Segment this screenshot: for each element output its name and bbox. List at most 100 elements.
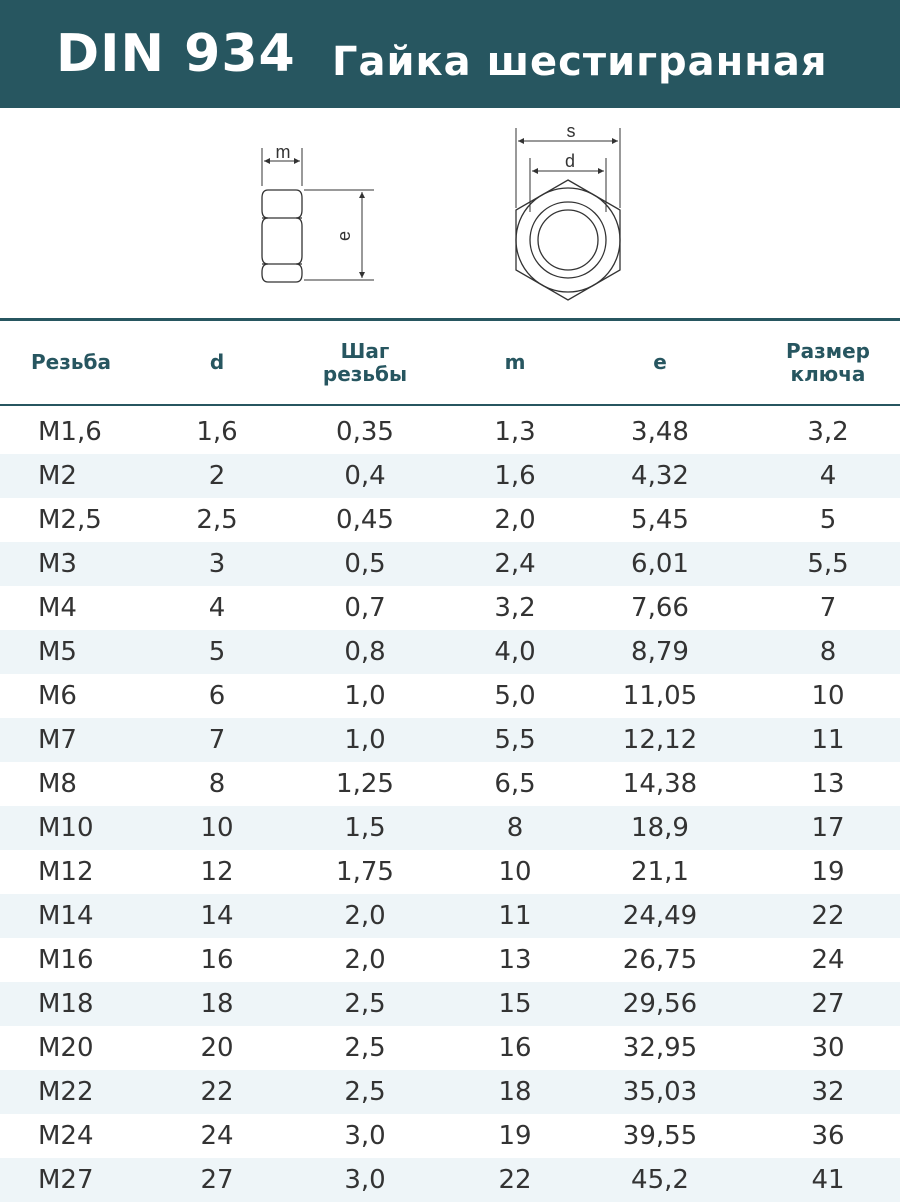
cell-pitch: 1,25 [336, 769, 394, 799]
table-row: M14 14 2,0 11 24,49 22 [0, 894, 900, 938]
col-header-pitch: Шаг резьбы [322, 338, 408, 386]
table-row: M4 4 0,7 3,2 7,66 7 [0, 586, 900, 630]
label-s: s [567, 121, 576, 141]
cell-pitch: 0,8 [344, 637, 386, 667]
cell-thread: M1,6 [38, 417, 102, 447]
cell-wrench-size: 41 [811, 1165, 845, 1195]
table-row: M20 20 2,5 16 32,95 30 [0, 1026, 900, 1070]
cell-pitch: 3,0 [344, 1121, 386, 1151]
table-row: M2 2 0,4 1,6 4,32 4 [0, 454, 900, 498]
cell-d: 3 [208, 549, 226, 579]
cell-e: 29,56 [622, 989, 698, 1019]
cell-m: 4,0 [494, 637, 536, 667]
cell-wrench-size: 13 [811, 769, 845, 799]
table-row: M5 5 0,8 4,0 8,79 8 [0, 630, 900, 674]
nut-diagram: m e s d [261, 121, 621, 301]
cell-thread: M10 [38, 813, 94, 843]
cell-d: 8 [208, 769, 226, 799]
cell-wrench-size: 24 [811, 945, 845, 975]
cell-d: 5 [208, 637, 226, 667]
cell-thread: M8 [38, 769, 77, 799]
cell-m: 1,3 [494, 417, 536, 447]
table-body: M1,6 1,6 0,35 1,3 3,48 3,2 M2 2 0,4 1,6 4,32 4 M2,5 2… [0, 410, 900, 1202]
cell-e: 7,66 [631, 593, 689, 623]
cell-wrench-size: 22 [811, 901, 845, 931]
cell-e: 24,49 [622, 901, 698, 931]
cell-pitch: 0,35 [336, 417, 394, 447]
col-header-d: d [209, 350, 225, 374]
cell-pitch: 2,5 [344, 1077, 386, 1107]
side-view [261, 148, 374, 283]
cell-wrench-size: 30 [811, 1033, 845, 1063]
cell-e: 35,03 [622, 1077, 698, 1107]
cell-pitch: 2,0 [344, 901, 386, 931]
cell-d: 18 [200, 989, 234, 1019]
cell-m: 13 [498, 945, 532, 975]
cell-d: 7 [208, 725, 226, 755]
cell-m: 6,5 [494, 769, 536, 799]
cell-pitch: 3,0 [344, 1165, 386, 1195]
cell-m: 8 [506, 813, 524, 843]
table-row: M12 12 1,75 10 21,1 19 [0, 850, 900, 894]
cell-e: 32,95 [622, 1033, 698, 1063]
cell-thread: M3 [38, 549, 77, 579]
cell-pitch: 1,0 [344, 681, 386, 711]
col-header-thread: Резьба [31, 350, 111, 374]
cell-d: 4 [208, 593, 226, 623]
cell-m: 16 [498, 1033, 532, 1063]
cell-e: 3,48 [631, 417, 689, 447]
cell-m: 2,4 [494, 549, 536, 579]
table-row: M22 22 2,5 18 35,03 32 [0, 1070, 900, 1114]
cell-d: 14 [200, 901, 234, 931]
cell-wrench-size: 17 [811, 813, 845, 843]
cell-e: 14,38 [622, 769, 698, 799]
cell-pitch: 1,5 [344, 813, 386, 843]
cell-wrench-size: 4 [819, 461, 837, 491]
cell-pitch: 0,45 [336, 505, 394, 535]
cell-m: 5,5 [494, 725, 536, 755]
cell-d: 22 [200, 1077, 234, 1107]
table-row: M6 6 1,0 5,0 11,05 10 [0, 674, 900, 718]
table-row: M8 8 1,25 6,5 14,38 13 [0, 762, 900, 806]
cell-pitch: 0,5 [344, 549, 386, 579]
cell-m: 15 [498, 989, 532, 1019]
cell-wrench-size: 11 [811, 725, 845, 755]
cell-wrench-size: 32 [811, 1077, 845, 1107]
cell-thread: M6 [38, 681, 77, 711]
cell-thread: M5 [38, 637, 77, 667]
cell-m: 2,0 [494, 505, 536, 535]
cell-thread: M27 [38, 1165, 94, 1195]
cell-wrench-size: 7 [819, 593, 837, 623]
cell-pitch: 2,0 [344, 945, 386, 975]
cell-e: 11,05 [622, 681, 698, 711]
cell-e: 21,1 [631, 857, 689, 887]
table-row: M3 3 0,5 2,4 6,01 5,5 [0, 542, 900, 586]
cell-m: 19 [498, 1121, 532, 1151]
cell-thread: M7 [38, 725, 77, 755]
cell-m: 1,6 [494, 461, 536, 491]
cell-thread: M18 [38, 989, 94, 1019]
cell-e: 26,75 [622, 945, 698, 975]
cell-e: 5,45 [631, 505, 689, 535]
cell-d: 10 [200, 813, 234, 843]
cell-e: 45,2 [631, 1165, 689, 1195]
table-row: M2,5 2,5 0,45 2,0 5,45 5 [0, 498, 900, 542]
cell-wrench-size: 3,2 [807, 417, 849, 447]
table-row: M27 27 3,0 22 45,2 41 [0, 1158, 900, 1202]
cell-d: 1,6 [196, 417, 238, 447]
cell-d: 2,5 [196, 505, 238, 535]
cell-d: 27 [200, 1165, 234, 1195]
col-header-wrench-size: Размер ключа [785, 338, 870, 386]
table-row: M7 7 1,0 5,5 12,12 11 [0, 718, 900, 762]
cell-m: 18 [498, 1077, 532, 1107]
front-view [515, 128, 621, 301]
cell-wrench-size: 10 [811, 681, 845, 711]
table-row: M16 16 2,0 13 26,75 24 [0, 938, 900, 982]
cell-wrench-size: 36 [811, 1121, 845, 1151]
cell-e: 8,79 [631, 637, 689, 667]
table-row: M1,6 1,6 0,35 1,3 3,48 3,2 [0, 410, 900, 454]
cell-d: 12 [200, 857, 234, 887]
cell-m: 22 [498, 1165, 532, 1195]
cell-thread: M2,5 [38, 505, 102, 535]
cell-thread: M2 [38, 461, 77, 491]
